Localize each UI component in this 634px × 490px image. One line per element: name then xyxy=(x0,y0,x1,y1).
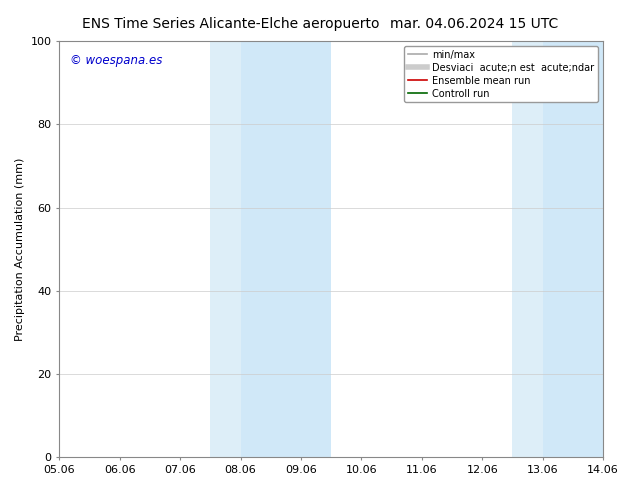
Bar xyxy=(240,41,331,457)
Text: © woespana.es: © woespana.es xyxy=(70,53,162,67)
Text: mar. 04.06.2024 15 UTC: mar. 04.06.2024 15 UTC xyxy=(390,17,558,31)
Legend: min/max, Desviaci  acute;n est  acute;ndar, Ensemble mean run, Controll run: min/max, Desviaci acute;n est acute;ndar… xyxy=(404,46,598,102)
Bar xyxy=(512,41,543,457)
Y-axis label: Precipitation Accumulation (mm): Precipitation Accumulation (mm) xyxy=(15,157,25,341)
Bar xyxy=(543,41,603,457)
Bar xyxy=(210,41,240,457)
Text: ENS Time Series Alicante-Elche aeropuerto: ENS Time Series Alicante-Elche aeropuert… xyxy=(82,17,380,31)
